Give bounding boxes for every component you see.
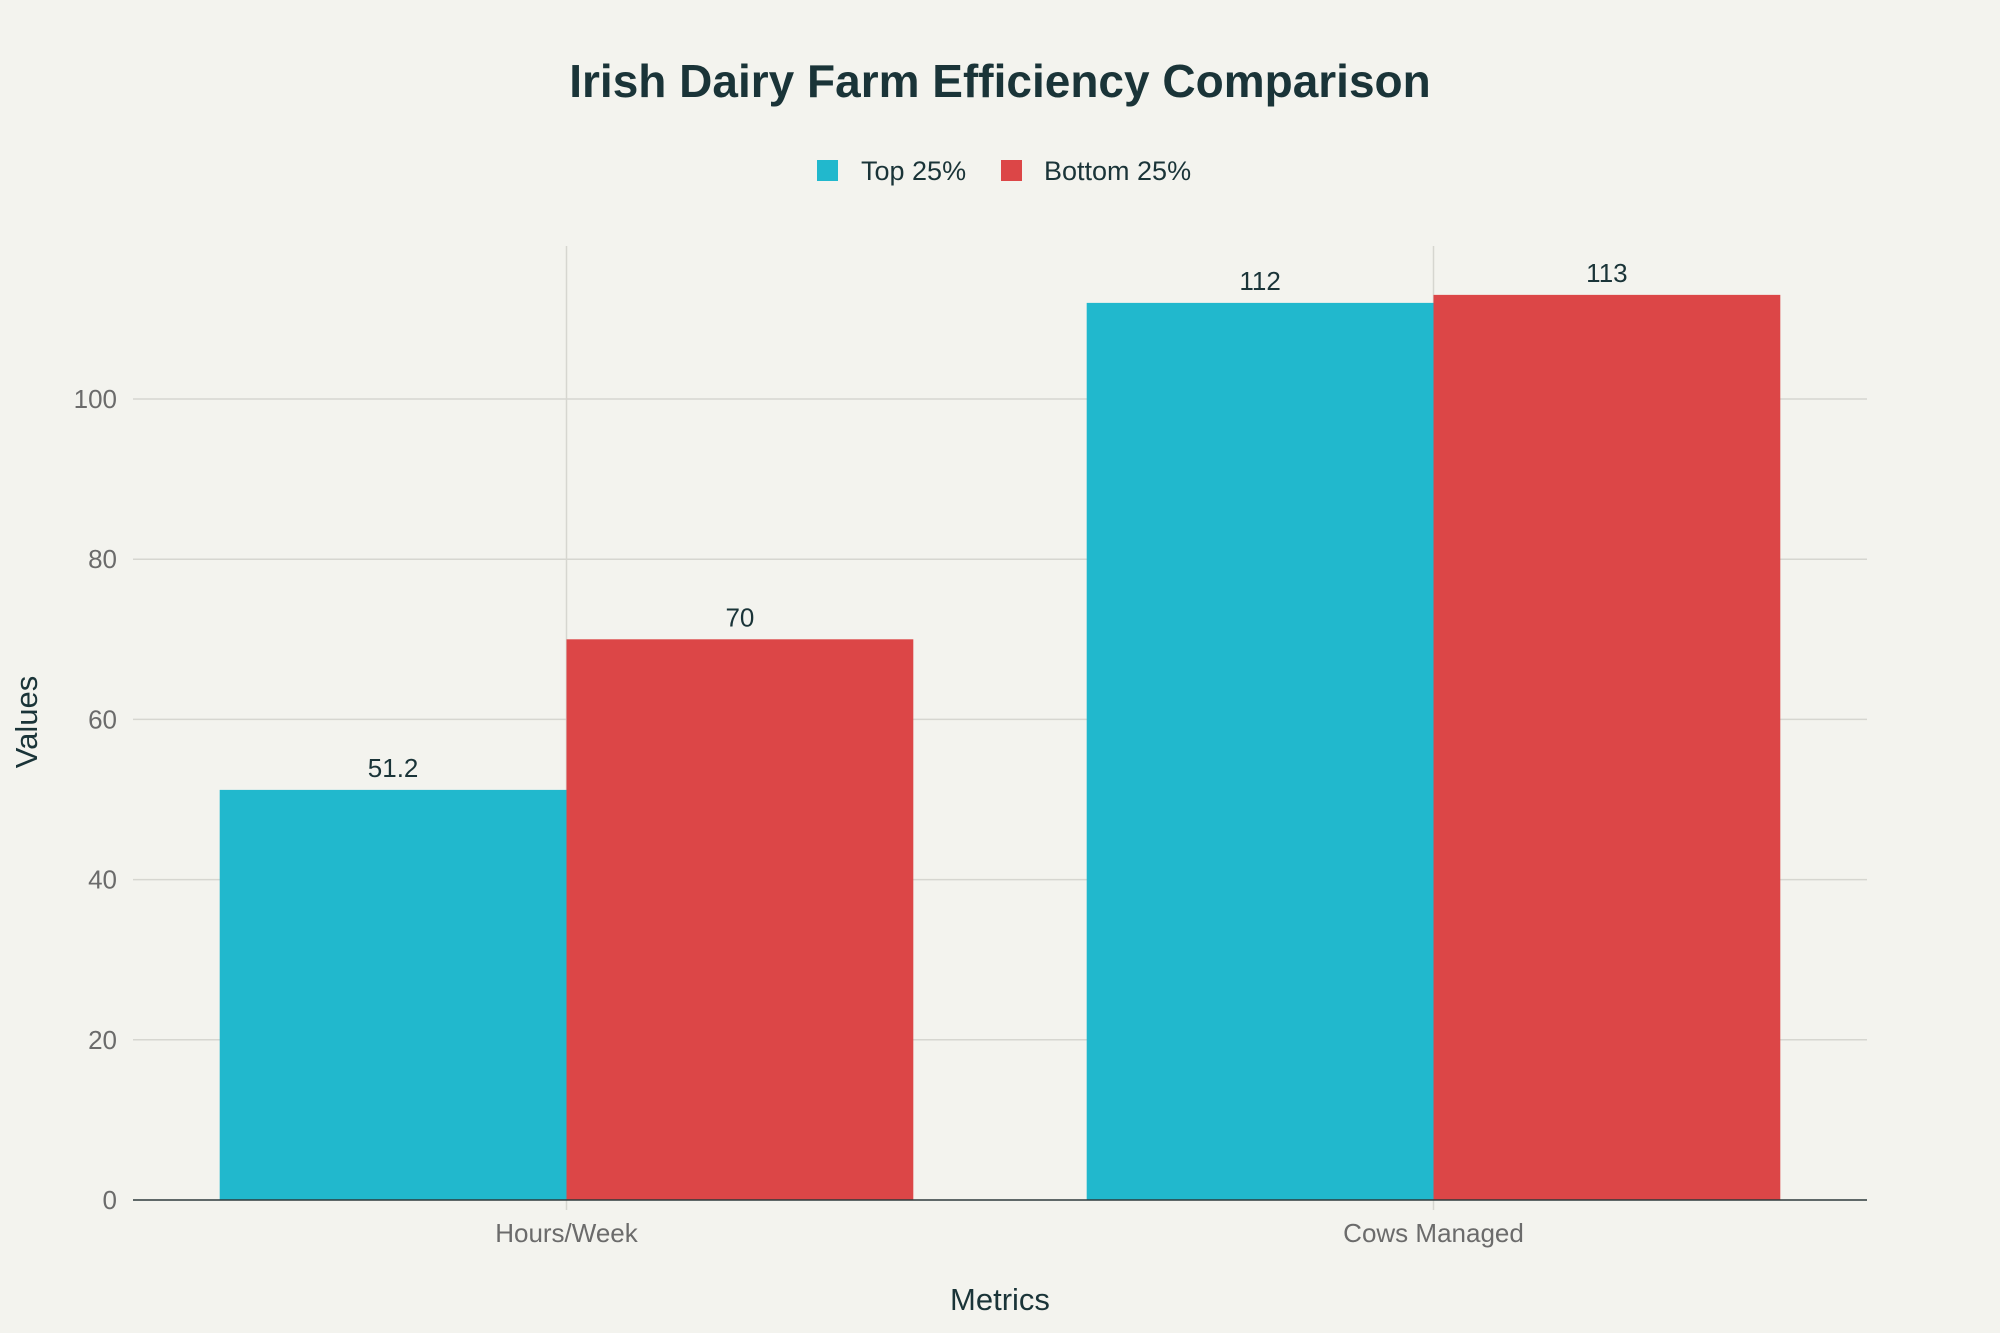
bars (219, 294, 1781, 1200)
y-tick-label: 0 (103, 1185, 117, 1215)
y-tick-label: 40 (88, 865, 117, 895)
legend-label: Bottom 25% (1044, 156, 1191, 186)
y-tick-label: 60 (88, 704, 117, 734)
bar-bottom-25-cows-managed (1433, 294, 1781, 1200)
bar-bottom-25-hours-week (566, 639, 914, 1200)
data-labels: 51.2 70 112 113 (368, 258, 1628, 783)
x-tick-label: Cows Managed (1343, 1218, 1524, 1248)
x-axis-title: Metrics (950, 1282, 1050, 1317)
x-tick-label: Hours/Week (495, 1218, 639, 1248)
legend-label: Top 25% (861, 156, 966, 186)
y-axis-ticks: 0 20 40 60 80 100 (74, 384, 117, 1215)
y-tick-label: 20 (88, 1025, 117, 1055)
bar-value-label: 51.2 (368, 753, 419, 783)
bar-value-label: 70 (725, 602, 754, 632)
bar-top-25-cows-managed (1086, 302, 1434, 1200)
legend-item: Bottom 25% (1001, 156, 1191, 186)
legend-item: Top 25% (817, 156, 966, 186)
legend: Top 25% Bottom 25% (817, 156, 1191, 186)
bar-value-label: 112 (1239, 266, 1280, 296)
bar-value-label: 113 (1586, 258, 1627, 288)
bar-top-25-hours-week (219, 789, 567, 1200)
y-tick-label: 80 (88, 544, 117, 574)
chart-title: Irish Dairy Farm Efficiency Comparison (569, 55, 1431, 107)
legend-swatch (817, 160, 838, 181)
legend-swatch (1001, 160, 1022, 181)
x-axis-ticks: Hours/Week Cows Managed (133, 1199, 1867, 1248)
y-tick-label: 100 (74, 384, 117, 414)
y-axis-title: Values (9, 676, 44, 769)
